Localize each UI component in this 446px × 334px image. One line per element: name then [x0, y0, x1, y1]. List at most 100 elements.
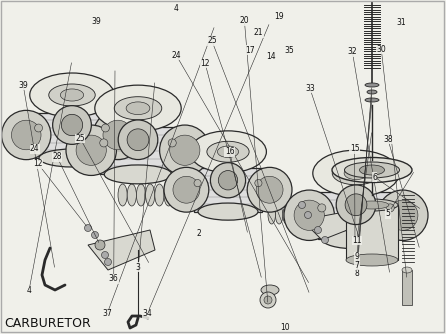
Circle shape [104, 259, 112, 266]
Circle shape [322, 236, 329, 243]
Circle shape [294, 200, 324, 230]
Circle shape [219, 171, 238, 190]
Circle shape [247, 167, 292, 212]
Ellipse shape [261, 285, 279, 295]
Ellipse shape [30, 73, 114, 117]
Text: 9: 9 [355, 252, 359, 261]
Text: 37: 37 [102, 310, 112, 318]
Ellipse shape [155, 184, 164, 206]
Ellipse shape [268, 206, 276, 224]
Circle shape [164, 167, 209, 212]
Ellipse shape [207, 141, 249, 162]
Text: 36: 36 [109, 275, 119, 283]
FancyBboxPatch shape [35, 113, 109, 158]
Text: 32: 32 [347, 47, 357, 56]
Text: 3: 3 [136, 263, 140, 272]
Ellipse shape [355, 201, 389, 209]
Ellipse shape [346, 199, 398, 211]
Text: 31: 31 [396, 18, 406, 27]
Text: 33: 33 [305, 84, 315, 93]
FancyBboxPatch shape [318, 192, 394, 239]
Text: 39: 39 [91, 17, 101, 26]
Circle shape [284, 190, 334, 240]
Circle shape [173, 176, 200, 203]
Circle shape [102, 252, 108, 259]
Circle shape [211, 163, 246, 198]
Text: 21: 21 [254, 28, 264, 37]
Ellipse shape [60, 89, 83, 101]
Ellipse shape [118, 184, 127, 206]
Ellipse shape [218, 146, 239, 158]
Circle shape [91, 231, 99, 238]
Circle shape [298, 201, 306, 208]
Ellipse shape [201, 184, 210, 206]
Ellipse shape [313, 206, 320, 224]
Circle shape [336, 185, 376, 224]
Text: 39: 39 [18, 81, 28, 90]
Circle shape [76, 135, 106, 165]
Ellipse shape [136, 184, 145, 206]
Circle shape [260, 292, 276, 308]
Circle shape [378, 190, 428, 240]
Text: 10: 10 [281, 323, 290, 332]
Ellipse shape [145, 184, 155, 206]
Circle shape [318, 204, 326, 212]
Ellipse shape [332, 158, 412, 182]
Text: 8: 8 [355, 270, 359, 278]
Ellipse shape [192, 184, 201, 206]
Ellipse shape [359, 165, 384, 175]
Text: 4: 4 [174, 4, 178, 13]
Ellipse shape [126, 102, 150, 115]
Polygon shape [302, 210, 360, 240]
Circle shape [255, 179, 262, 187]
Text: 12: 12 [33, 159, 43, 168]
Ellipse shape [127, 184, 136, 206]
Text: 30: 30 [376, 45, 386, 54]
Circle shape [386, 204, 394, 212]
FancyBboxPatch shape [100, 127, 176, 174]
Ellipse shape [198, 203, 258, 220]
Circle shape [62, 114, 83, 136]
Text: 38: 38 [383, 135, 393, 144]
Ellipse shape [49, 84, 95, 106]
Circle shape [66, 125, 116, 175]
Ellipse shape [95, 85, 181, 131]
Circle shape [102, 124, 109, 132]
Text: 6: 6 [372, 173, 377, 181]
Bar [402, 270, 412, 305]
Circle shape [314, 226, 322, 233]
Text: 25: 25 [207, 36, 217, 45]
Text: 28: 28 [52, 153, 62, 161]
Text: 34: 34 [142, 310, 152, 318]
Circle shape [118, 120, 158, 160]
Ellipse shape [367, 90, 377, 94]
Text: 12: 12 [200, 59, 210, 68]
Circle shape [264, 296, 272, 304]
Circle shape [12, 120, 41, 150]
Circle shape [35, 124, 42, 132]
Circle shape [345, 194, 367, 216]
Ellipse shape [322, 230, 390, 249]
Ellipse shape [283, 206, 290, 224]
Text: 7: 7 [355, 261, 359, 270]
Circle shape [388, 200, 418, 230]
Ellipse shape [305, 206, 313, 224]
Circle shape [256, 176, 283, 203]
Ellipse shape [164, 184, 173, 206]
Circle shape [168, 139, 176, 147]
Text: 11: 11 [352, 236, 362, 245]
Ellipse shape [313, 150, 399, 196]
Ellipse shape [332, 162, 380, 185]
Circle shape [100, 139, 108, 147]
Ellipse shape [39, 149, 105, 167]
Text: 4: 4 [27, 286, 31, 295]
FancyBboxPatch shape [194, 168, 262, 212]
Text: 17: 17 [245, 46, 255, 54]
Text: 5: 5 [386, 209, 390, 218]
Ellipse shape [276, 206, 283, 224]
Text: 20: 20 [240, 16, 249, 25]
Text: 14: 14 [266, 52, 276, 60]
Circle shape [2, 110, 51, 160]
Text: CARBURETOR: CARBURETOR [4, 317, 91, 330]
Polygon shape [88, 230, 155, 270]
